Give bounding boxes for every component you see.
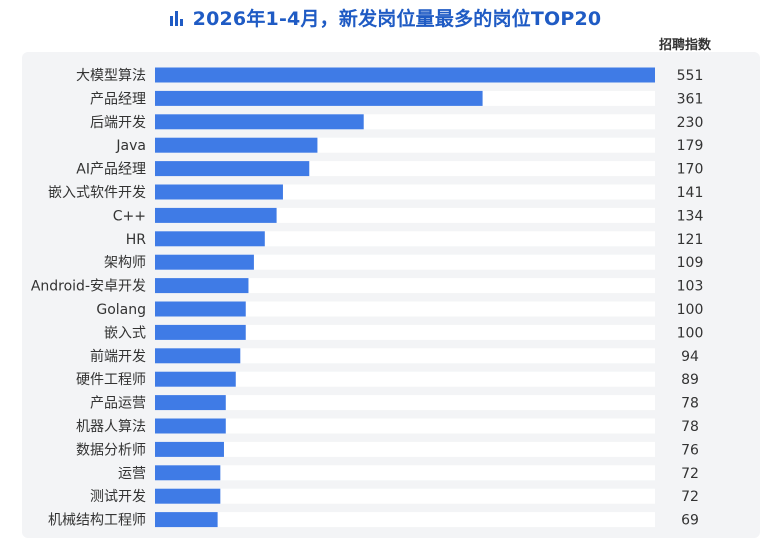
category-label: 数据分析师 <box>76 442 146 458</box>
bar-track <box>155 278 655 294</box>
bar <box>155 161 310 177</box>
category-label: 硬件工程师 <box>76 372 146 388</box>
category-label: Golang <box>96 302 146 318</box>
bar-track <box>155 441 655 457</box>
value-label: 78 <box>681 419 699 435</box>
value-label: 78 <box>681 396 699 412</box>
bar-track <box>155 348 655 364</box>
chart-panel <box>22 52 760 538</box>
bar-track <box>155 488 655 504</box>
category-label: 运营 <box>118 466 146 482</box>
value-label: 230 <box>677 115 704 131</box>
bar-track <box>155 395 655 411</box>
value-label: 551 <box>677 68 704 84</box>
value-label: 361 <box>677 91 704 107</box>
category-label: 嵌入式 <box>104 325 146 341</box>
bar <box>155 348 241 364</box>
bar <box>155 67 655 83</box>
value-label: 76 <box>681 442 699 458</box>
bar <box>155 488 221 504</box>
category-label: 大模型算法 <box>76 68 146 84</box>
bar <box>155 254 254 270</box>
value-label: 134 <box>677 208 704 224</box>
bar <box>155 301 246 317</box>
value-label: 72 <box>681 466 699 482</box>
bar-track <box>155 324 655 340</box>
category-label: 产品运营 <box>90 396 146 412</box>
value-label: 100 <box>677 325 704 341</box>
category-label: 机器人算法 <box>76 419 146 435</box>
bar-track <box>155 371 655 387</box>
bar <box>155 90 483 106</box>
bar <box>155 137 318 153</box>
category-label: 后端开发 <box>90 115 146 131</box>
bar <box>155 184 283 200</box>
value-label: 109 <box>677 255 704 271</box>
bar <box>155 207 277 223</box>
value-label: 72 <box>681 489 699 505</box>
value-label: 94 <box>681 349 699 365</box>
value-label: 179 <box>677 138 704 154</box>
value-label: 103 <box>677 279 704 295</box>
bar <box>155 418 226 434</box>
bar <box>155 371 236 387</box>
bar <box>155 278 249 294</box>
bar-track <box>155 512 655 528</box>
bar-track <box>155 418 655 434</box>
bar-chart-icon <box>169 11 183 26</box>
chart-title-container: 2026年1-4月，新发岗位量最多的岗位TOP20 <box>0 6 771 32</box>
category-label: Android-安卓开发 <box>31 279 146 295</box>
bar <box>155 324 246 340</box>
value-label: 100 <box>677 302 704 318</box>
chart-title: 2026年1-4月，新发岗位量最多的岗位TOP20 <box>192 8 602 30</box>
value-label: 69 <box>681 513 699 529</box>
bar <box>155 395 226 411</box>
bar-track <box>155 231 655 247</box>
bar <box>155 465 221 481</box>
category-label: 前端开发 <box>90 348 146 365</box>
value-label: 89 <box>681 372 699 388</box>
category-label: 测试开发 <box>90 489 146 505</box>
bar <box>155 512 218 528</box>
category-label: 架构师 <box>104 255 146 271</box>
bar-track <box>155 207 655 223</box>
category-label: 产品经理 <box>90 91 146 107</box>
bar-track <box>155 465 655 481</box>
bar-track <box>155 254 655 270</box>
category-label: C++ <box>113 208 146 224</box>
value-label: 141 <box>677 185 704 201</box>
bar-track <box>155 301 655 317</box>
value-column-header: 招聘指数 <box>658 38 711 53</box>
bar <box>155 441 224 457</box>
category-label: Java <box>115 138 146 154</box>
value-label: 121 <box>677 232 704 248</box>
category-label: HR <box>126 232 147 248</box>
bar <box>155 231 265 247</box>
category-label: AI产品经理 <box>76 162 146 178</box>
bar <box>155 114 364 130</box>
category-label: 机械结构工程师 <box>48 513 146 529</box>
category-label: 嵌入式软件开发 <box>48 185 146 201</box>
value-label: 170 <box>677 162 704 178</box>
